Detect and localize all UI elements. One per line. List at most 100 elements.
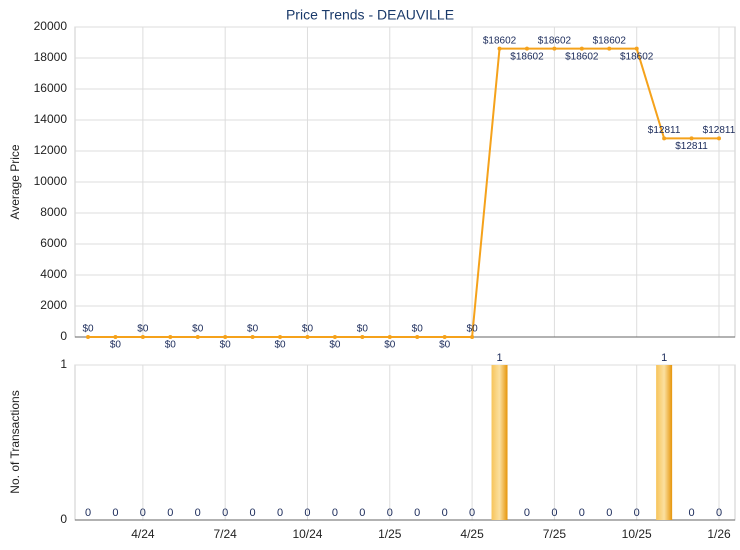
value-label: $0	[137, 324, 149, 335]
value-label: $0	[384, 340, 396, 351]
value-label: $18602	[483, 35, 517, 46]
value-label: $18602	[593, 35, 627, 46]
value-label: 1	[661, 352, 667, 364]
bar	[656, 365, 673, 520]
value-label: 0	[414, 507, 420, 519]
value-label: $0	[412, 324, 424, 335]
y-tick-label: 4000	[40, 267, 67, 281]
value-label: $0	[357, 324, 369, 335]
value-label: 0	[359, 507, 365, 519]
point	[305, 335, 310, 339]
value-label: 0	[167, 507, 173, 519]
y-tick-label: 10000	[34, 174, 68, 188]
value-label: $0	[329, 340, 341, 351]
x-tick-label: 7/24	[213, 527, 237, 541]
point	[717, 136, 721, 141]
point	[86, 335, 90, 339]
value-label: 0	[85, 507, 91, 519]
y-axis-title: Average Price	[8, 144, 22, 219]
value-label: $0	[110, 340, 122, 351]
value-label: $18602	[620, 51, 654, 62]
y-tick-label: 6000	[40, 236, 67, 250]
x-tick-label: 1/25	[378, 527, 402, 541]
value-label: $0	[467, 324, 479, 335]
value-label: $12811	[648, 125, 681, 136]
value-label: 0	[524, 507, 530, 519]
y-axis-title: No. of Transactions	[8, 390, 22, 493]
value-label: $18602	[538, 35, 572, 46]
value-label: 0	[551, 507, 557, 519]
x-tick-label: 10/25	[622, 527, 652, 541]
y-tick-label: 12000	[34, 143, 68, 157]
value-label: 0	[195, 507, 201, 519]
line	[88, 47, 719, 338]
point	[607, 46, 612, 51]
value-label: $0	[192, 324, 204, 335]
y-tick-label: 8000	[40, 205, 67, 219]
value-label: $0	[82, 324, 94, 335]
y-tick-label: 20000	[34, 19, 68, 33]
point	[662, 136, 667, 141]
value-label: $0	[247, 324, 259, 335]
y-tick-label: 0	[60, 329, 67, 343]
value-label: $0	[220, 340, 232, 351]
x-tick-label: 7/25	[543, 527, 567, 541]
point	[250, 335, 255, 339]
y-tick-label: 1	[60, 357, 67, 371]
value-label: 0	[332, 507, 338, 519]
value-label: 0	[222, 507, 228, 519]
point	[524, 46, 529, 51]
value-label: 0	[634, 507, 640, 519]
bar	[491, 365, 508, 520]
value-label: $0	[439, 340, 451, 351]
point	[387, 335, 392, 339]
value-label: $12811	[703, 125, 736, 136]
value-label: 0	[469, 507, 475, 519]
point	[223, 335, 228, 339]
value-label: $18602	[565, 51, 599, 62]
value-label: $0	[165, 340, 177, 351]
point	[113, 335, 118, 339]
point	[415, 335, 420, 339]
value-label: 0	[277, 507, 283, 519]
value-label: 0	[689, 507, 695, 519]
point	[332, 335, 337, 339]
value-label: $0	[274, 340, 286, 351]
y-tick-label: 14000	[34, 112, 68, 126]
point	[497, 46, 502, 51]
point	[360, 335, 365, 339]
value-label: $18602	[510, 51, 544, 62]
point	[168, 335, 173, 339]
value-label: 0	[579, 507, 585, 519]
value-label: 0	[140, 507, 146, 519]
x-tick-label: 1/26	[707, 527, 731, 541]
point	[278, 335, 283, 339]
x-tick-label: 4/25	[460, 527, 484, 541]
point	[634, 46, 639, 51]
point	[140, 335, 145, 339]
y-tick-label: 2000	[40, 298, 67, 312]
plot-area	[74, 364, 736, 521]
y-tick-label: 16000	[34, 81, 68, 95]
point	[689, 136, 694, 141]
x-tick-label: 4/24	[131, 527, 155, 541]
y-tick-label: 0	[60, 512, 67, 526]
value-label: 0	[112, 507, 118, 519]
point	[442, 335, 447, 339]
point	[579, 46, 584, 51]
y-tick-label: 18000	[34, 50, 68, 64]
value-label: 0	[304, 507, 310, 519]
x-tick-label: 10/24	[292, 527, 322, 541]
value-label: $0	[302, 324, 314, 335]
value-label: 0	[716, 507, 722, 519]
value-label: 0	[442, 507, 448, 519]
chart-title: Price Trends - DEAUVILLE	[286, 7, 454, 23]
point	[552, 46, 557, 51]
value-label: 0	[606, 507, 612, 519]
point	[470, 335, 475, 339]
value-label: $12811	[675, 141, 708, 152]
value-label: 0	[250, 507, 256, 519]
point	[195, 335, 200, 339]
value-label: 1	[496, 352, 502, 364]
